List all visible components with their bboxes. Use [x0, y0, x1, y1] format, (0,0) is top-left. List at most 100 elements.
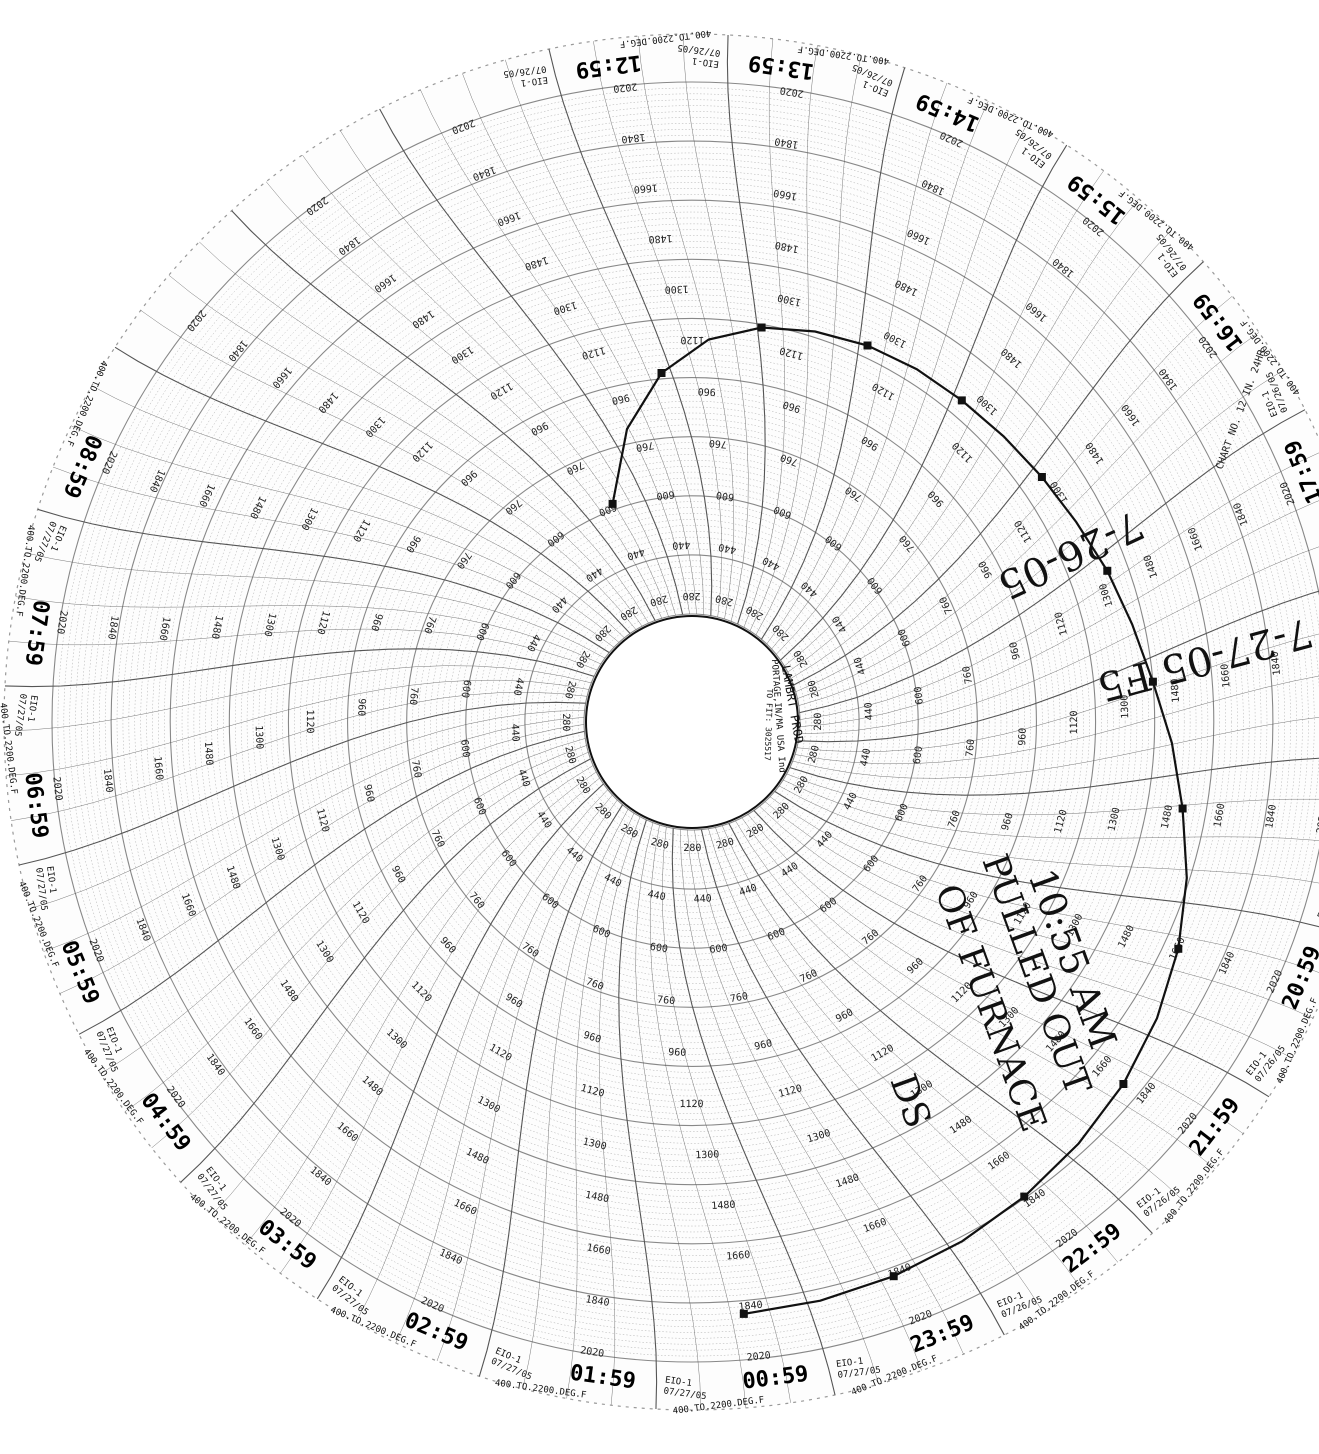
scale-tick-label: 1120 — [304, 709, 315, 733]
scale-tick-label: 600 — [913, 686, 926, 705]
scale-tick-label: 1120 — [1069, 710, 1080, 734]
grid-ring — [447, 477, 937, 967]
scale-tick-label: 280 — [807, 744, 822, 764]
grid-ring — [335, 365, 1049, 1079]
grid-ring — [287, 317, 1097, 1127]
grid-ring — [122, 152, 1262, 1292]
grid-time-arc — [592, 39, 722, 618]
grid-time-arc — [598, 816, 641, 1408]
grid-time-arc — [504, 57, 704, 615]
grid-time-arc — [764, 801, 1315, 1020]
scale-tick-label: 1300 — [261, 612, 277, 638]
scale-tick-label: 1480 — [209, 614, 225, 640]
grid-time-arc — [98, 738, 586, 1075]
chart-grid — [4, 34, 1319, 1410]
grid-time-arc — [339, 128, 676, 616]
grid-ring — [317, 347, 1067, 1097]
grid-ring — [471, 501, 913, 943]
grid-ring — [276, 306, 1108, 1138]
grid-ring — [341, 371, 1043, 1073]
grid-ring — [57, 87, 1319, 1357]
scale-tick-label: 280 — [714, 592, 734, 607]
grid-ring — [512, 542, 872, 902]
scale-tick-label: 960 — [582, 1030, 603, 1046]
scale-tick-label: 1480 — [202, 741, 215, 766]
grid-ring — [306, 336, 1078, 1108]
scale-tick-label: 1840 — [1270, 651, 1283, 676]
scale-tick-label: 1120 — [680, 334, 704, 345]
grid-ring — [323, 353, 1061, 1091]
grid-time-arc — [69, 424, 620, 643]
time-label-channel: EIO-1 — [520, 74, 548, 87]
grid-ring — [69, 99, 1315, 1345]
scale-tick-label: 280 — [562, 745, 577, 765]
grid-ring — [110, 140, 1274, 1304]
grid-ring — [187, 217, 1197, 1227]
trace-point-marker — [1174, 944, 1183, 953]
scale-tick-label: 600 — [649, 942, 668, 955]
trace-point-marker — [1119, 1080, 1128, 1088]
scale-tick-label: 1480 — [648, 232, 673, 245]
grid-time-arc — [13, 596, 601, 665]
grid-time-arc — [522, 809, 629, 1391]
grid-ring — [424, 454, 960, 990]
trace-point-marker — [757, 323, 766, 332]
grid-time-arc — [51, 466, 615, 648]
grid-time-arc — [618, 819, 658, 1410]
grid-time-arc — [210, 765, 594, 1217]
grid-ring — [169, 199, 1215, 1245]
grid-ring — [105, 135, 1279, 1309]
scale-tick-label: 760 — [657, 995, 676, 1008]
grid-ring — [394, 424, 990, 1020]
scale-tick-label: 760 — [407, 687, 420, 706]
grid-ring — [365, 395, 1019, 1049]
grid-time-arc — [57, 724, 585, 995]
grid-time-arc — [243, 771, 597, 1247]
trace-point-marker — [1178, 804, 1187, 813]
scale-tick-label: 1480 — [1170, 678, 1183, 703]
grid-time-arc — [799, 449, 1319, 720]
grid-time-arc — [419, 87, 690, 615]
grid-ring — [211, 241, 1173, 1203]
scale-tick-label: 440 — [511, 677, 525, 697]
grid-time-arc — [795, 294, 1235, 692]
grid-ring — [205, 235, 1179, 1209]
scale-tick-label: 440 — [863, 702, 875, 721]
grid-time-arc — [315, 783, 604, 1301]
grid-ring — [524, 554, 860, 890]
grid-ring — [536, 566, 848, 878]
grid-time-arc — [799, 491, 1319, 727]
grid-time-arc — [741, 817, 1217, 1171]
grid-time-arc — [735, 820, 1187, 1204]
grid-ring — [51, 81, 1319, 1363]
grid-time-arc — [796, 622, 1319, 752]
grid-ring — [81, 111, 1303, 1333]
grid-ring — [406, 436, 978, 1008]
grid-time-arc — [794, 667, 1319, 765]
grid-time-arc — [747, 814, 1246, 1135]
grid-ring — [412, 442, 972, 1002]
grid-time-arc — [776, 119, 1030, 655]
grid-time-arc — [783, 779, 1319, 848]
grid-ring — [353, 383, 1031, 1061]
grid-time-arc — [637, 34, 735, 620]
grid-ring — [252, 282, 1132, 1162]
grid-time-arc — [461, 71, 697, 615]
scale-tick-label: 960 — [697, 385, 716, 397]
scale-tick-label: 1660 — [726, 1250, 751, 1263]
grid-ring — [560, 590, 824, 854]
grid-ring — [75, 105, 1309, 1339]
grid-ring — [282, 312, 1102, 1132]
trace-point-marker — [1020, 1192, 1029, 1201]
grid-ring — [583, 613, 801, 831]
scale-tick-label: 2020 — [613, 80, 638, 93]
grid-ring — [146, 176, 1238, 1268]
grid-time-arc — [779, 785, 1319, 892]
chart-trace — [608, 323, 1188, 1318]
grid-time-arc — [89, 384, 625, 638]
grid-ring — [93, 123, 1291, 1321]
trace-point-marker — [1037, 473, 1046, 481]
scale-tick-label: 960 — [355, 698, 367, 717]
scale-tick-label: 600 — [459, 679, 472, 698]
grid-ring — [376, 406, 1008, 1038]
